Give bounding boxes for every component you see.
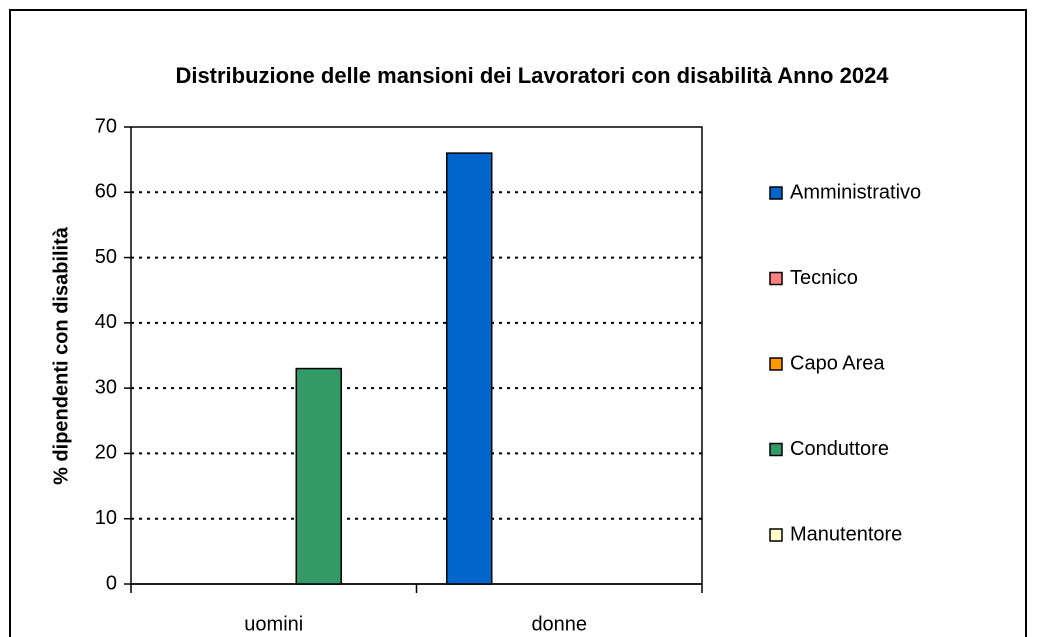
legend-swatch <box>769 186 783 200</box>
x-tick-label: uomini <box>244 613 303 635</box>
y-tick-label: 0 <box>106 572 117 594</box>
y-tick-label: 10 <box>95 507 117 529</box>
bar <box>446 152 493 585</box>
legend-label: Amministrativo <box>790 181 921 203</box>
legend-swatch <box>769 271 783 286</box>
legend-swatch <box>769 442 783 457</box>
y-tick-label: 60 <box>95 181 117 203</box>
legend-label: Conduttore <box>790 438 889 460</box>
y-tick-label: 70 <box>95 115 117 137</box>
legend-label: Capo Area <box>790 352 885 374</box>
legend-swatch <box>769 357 783 371</box>
legend-label: Tecnico <box>790 267 858 289</box>
bar <box>295 367 342 585</box>
y-axis-label: % dipendenti con disabilità <box>50 226 72 485</box>
y-tick-label: 50 <box>95 246 117 268</box>
legend-swatch <box>769 528 783 542</box>
chart-title: Distribuzione delle mansioni dei Lavorat… <box>175 63 889 88</box>
legend-label: Manutentore <box>790 523 902 545</box>
y-tick-label: 40 <box>95 311 117 333</box>
x-tick-label: donne <box>531 613 587 635</box>
plot-area <box>130 126 703 585</box>
y-tick-label: 30 <box>95 376 117 398</box>
y-tick-label: 20 <box>95 442 117 464</box>
